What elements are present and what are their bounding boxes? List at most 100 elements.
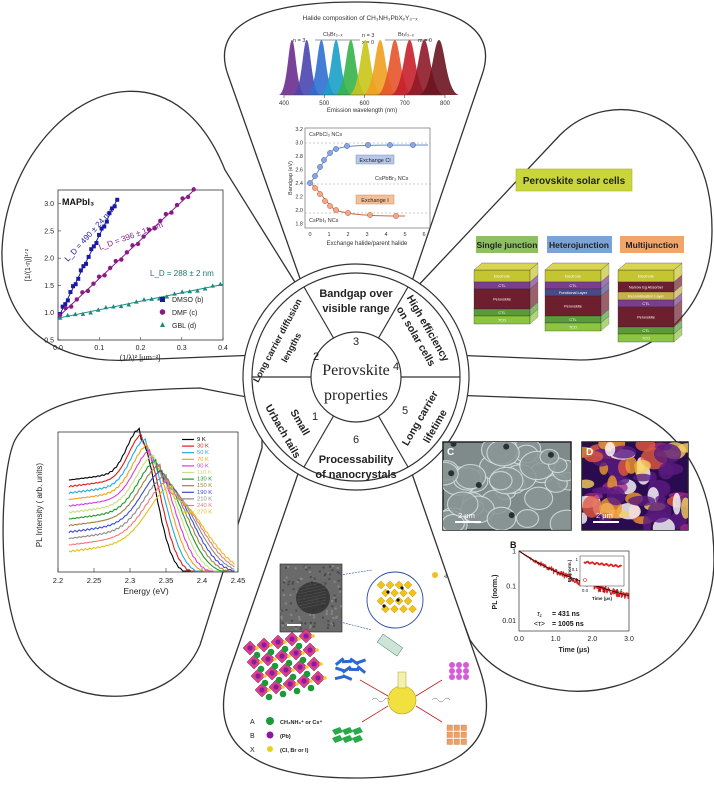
- solar-layer-side: [600, 315, 610, 332]
- diffusion-point-dmf: [191, 187, 196, 192]
- diffusion-point-dmso: [76, 276, 81, 281]
- solar-layer-side: [673, 326, 683, 343]
- segment-3-line1: Bandgap over: [319, 288, 393, 300]
- crystal-b-atom: [287, 681, 293, 687]
- sem-pore: [450, 442, 457, 447]
- sem-pore: [503, 443, 510, 450]
- emission-tick-label: 800: [440, 101, 451, 107]
- diffusion-point-dmf: [63, 305, 68, 311]
- sem-pore: [508, 512, 515, 519]
- tem-image: [280, 565, 342, 630]
- pl-map-blob: [632, 473, 653, 482]
- sem-grain: [515, 509, 540, 528]
- synthesis-ligand: [431, 697, 451, 703]
- exchange-y-tick: 2.8: [295, 154, 303, 160]
- pl-legend-label: 90 K: [197, 463, 209, 469]
- diffusion-point-gbl: [218, 281, 223, 287]
- ligand-icon: ✣: [444, 574, 448, 580]
- crystal-x-atom: [311, 634, 315, 638]
- tem-nanocrystal: [296, 582, 330, 614]
- inset-ylabel: PL (norm.): [567, 559, 572, 582]
- crystal-b-atom: [289, 636, 295, 642]
- crystal-a-atom: [279, 690, 287, 698]
- pl-map-blob: [634, 459, 651, 472]
- center-hub: Perovskite properties Bandgap over visib…: [242, 263, 470, 491]
- crystal-b-atom: [297, 664, 303, 670]
- exchange-y-tick: 2.0: [295, 208, 303, 214]
- tem-lattice-fringe: [297, 593, 327, 601]
- synthesis-nanocube: [453, 724, 460, 731]
- pl-x-tick: 2.45: [231, 576, 246, 585]
- tem-noise: [331, 623, 334, 626]
- exchange-y-tick: 2.4: [295, 181, 303, 187]
- crystal-b-atom: [259, 687, 265, 693]
- crystal-x-atom: [283, 640, 287, 644]
- tem-noise: [282, 589, 285, 592]
- tem-noise: [339, 605, 342, 608]
- exchange-point-cl: [344, 143, 350, 149]
- segment-1-number: 1: [312, 411, 318, 423]
- tem-noise: [330, 610, 333, 613]
- solar-layer-label: TCO: [642, 337, 650, 341]
- tem-lattice-fringe: [297, 581, 327, 589]
- emission-x-mid: x = 0: [362, 40, 374, 46]
- tem-noise: [309, 626, 312, 629]
- diffusion-point-gbl: [195, 288, 200, 293]
- diffusion-point-dmf: [158, 218, 163, 224]
- panel-diffusion-length: MAPbI₃ 3.02.52.01.51.00.5 0.0 0.1 0.2 0.3 0.…: [25, 187, 228, 362]
- exchange-x-tick: 4: [384, 232, 387, 238]
- diffusion-point-gbl: [57, 315, 63, 320]
- solar-layer-label: Electrode: [494, 275, 510, 279]
- pl-map-blob: [605, 442, 616, 457]
- synthesis-arrow: [361, 705, 389, 723]
- crystal-a-atom: [271, 662, 279, 670]
- exchange-point-cl: [365, 142, 371, 148]
- diffusion-ylabel: [1/(1-η)]¹ᐟ²: [25, 248, 32, 281]
- diffusion-y-tick: 0.5: [44, 338, 54, 345]
- lattice-a-site: [386, 590, 390, 594]
- pl-map-blob: [584, 451, 604, 463]
- crystal-b-atom: [247, 645, 253, 651]
- crystal-legend: A CH₃NH₃⁺ or Cs⁺ B (Pb) X (Cl, Br or I): [250, 717, 322, 754]
- solar-layer-label: Narrow Eg Absorber: [629, 286, 664, 290]
- tem-noise: [313, 577, 316, 580]
- solar-top-face: [544, 262, 610, 271]
- crystal-b-atom: [283, 667, 289, 673]
- tem-noise: [309, 624, 312, 627]
- decay-avg-value: = 1005 ns: [552, 621, 584, 628]
- diffusion-point-dmf: [146, 227, 152, 232]
- pl-legend-label: 130 K: [197, 477, 212, 483]
- crystal-b-atom: [269, 670, 275, 676]
- inset-ticks: 1 0.1 0.01 0.0 0.2 0.4: [569, 557, 622, 593]
- crystal-b-atom: [265, 656, 271, 662]
- solar-stack-hetero: Electrode CTL Functional Layer Perovskite CT…: [544, 262, 610, 332]
- solar-layer-label: Electrode: [565, 275, 581, 279]
- segment-6-line2: of nanocrystals: [315, 469, 396, 481]
- emission-tick-label: 600: [359, 101, 370, 107]
- crystal-b-atom: [301, 678, 307, 684]
- tem-noise: [324, 582, 327, 585]
- exchange-label-cl: CsPbCl₃ NCs: [309, 132, 342, 138]
- diffusion-point-dmf: [174, 202, 180, 208]
- lattice-octahedron: [399, 588, 408, 598]
- tem-noise: [295, 625, 298, 628]
- crystal-a-atom: [265, 693, 273, 701]
- tem-lattice-fringe: [297, 584, 327, 592]
- sem-pore: [475, 481, 482, 488]
- diffusion-point-gbl: [172, 291, 177, 296]
- sem-label: C: [447, 447, 454, 458]
- center-title-line1: Perovskite: [322, 362, 390, 379]
- lattice-octahedron: [385, 580, 395, 590]
- synthesis-platelet: [332, 735, 343, 743]
- synthesis-ligand: [371, 697, 391, 703]
- tem-noise: [280, 617, 283, 620]
- synthesis-nanosphere: [456, 674, 462, 680]
- synthesis-nanorod: [355, 658, 367, 665]
- pl-legend-label: 70 K: [197, 457, 209, 463]
- crystal-x-atom: [315, 648, 319, 652]
- pl-map-blob: [680, 523, 688, 530]
- exchange-y-tick: 2.2: [295, 195, 303, 201]
- pl-map-blob: [647, 501, 672, 523]
- crystal-x-atom: [291, 668, 295, 672]
- exchange-point-i: [367, 212, 373, 218]
